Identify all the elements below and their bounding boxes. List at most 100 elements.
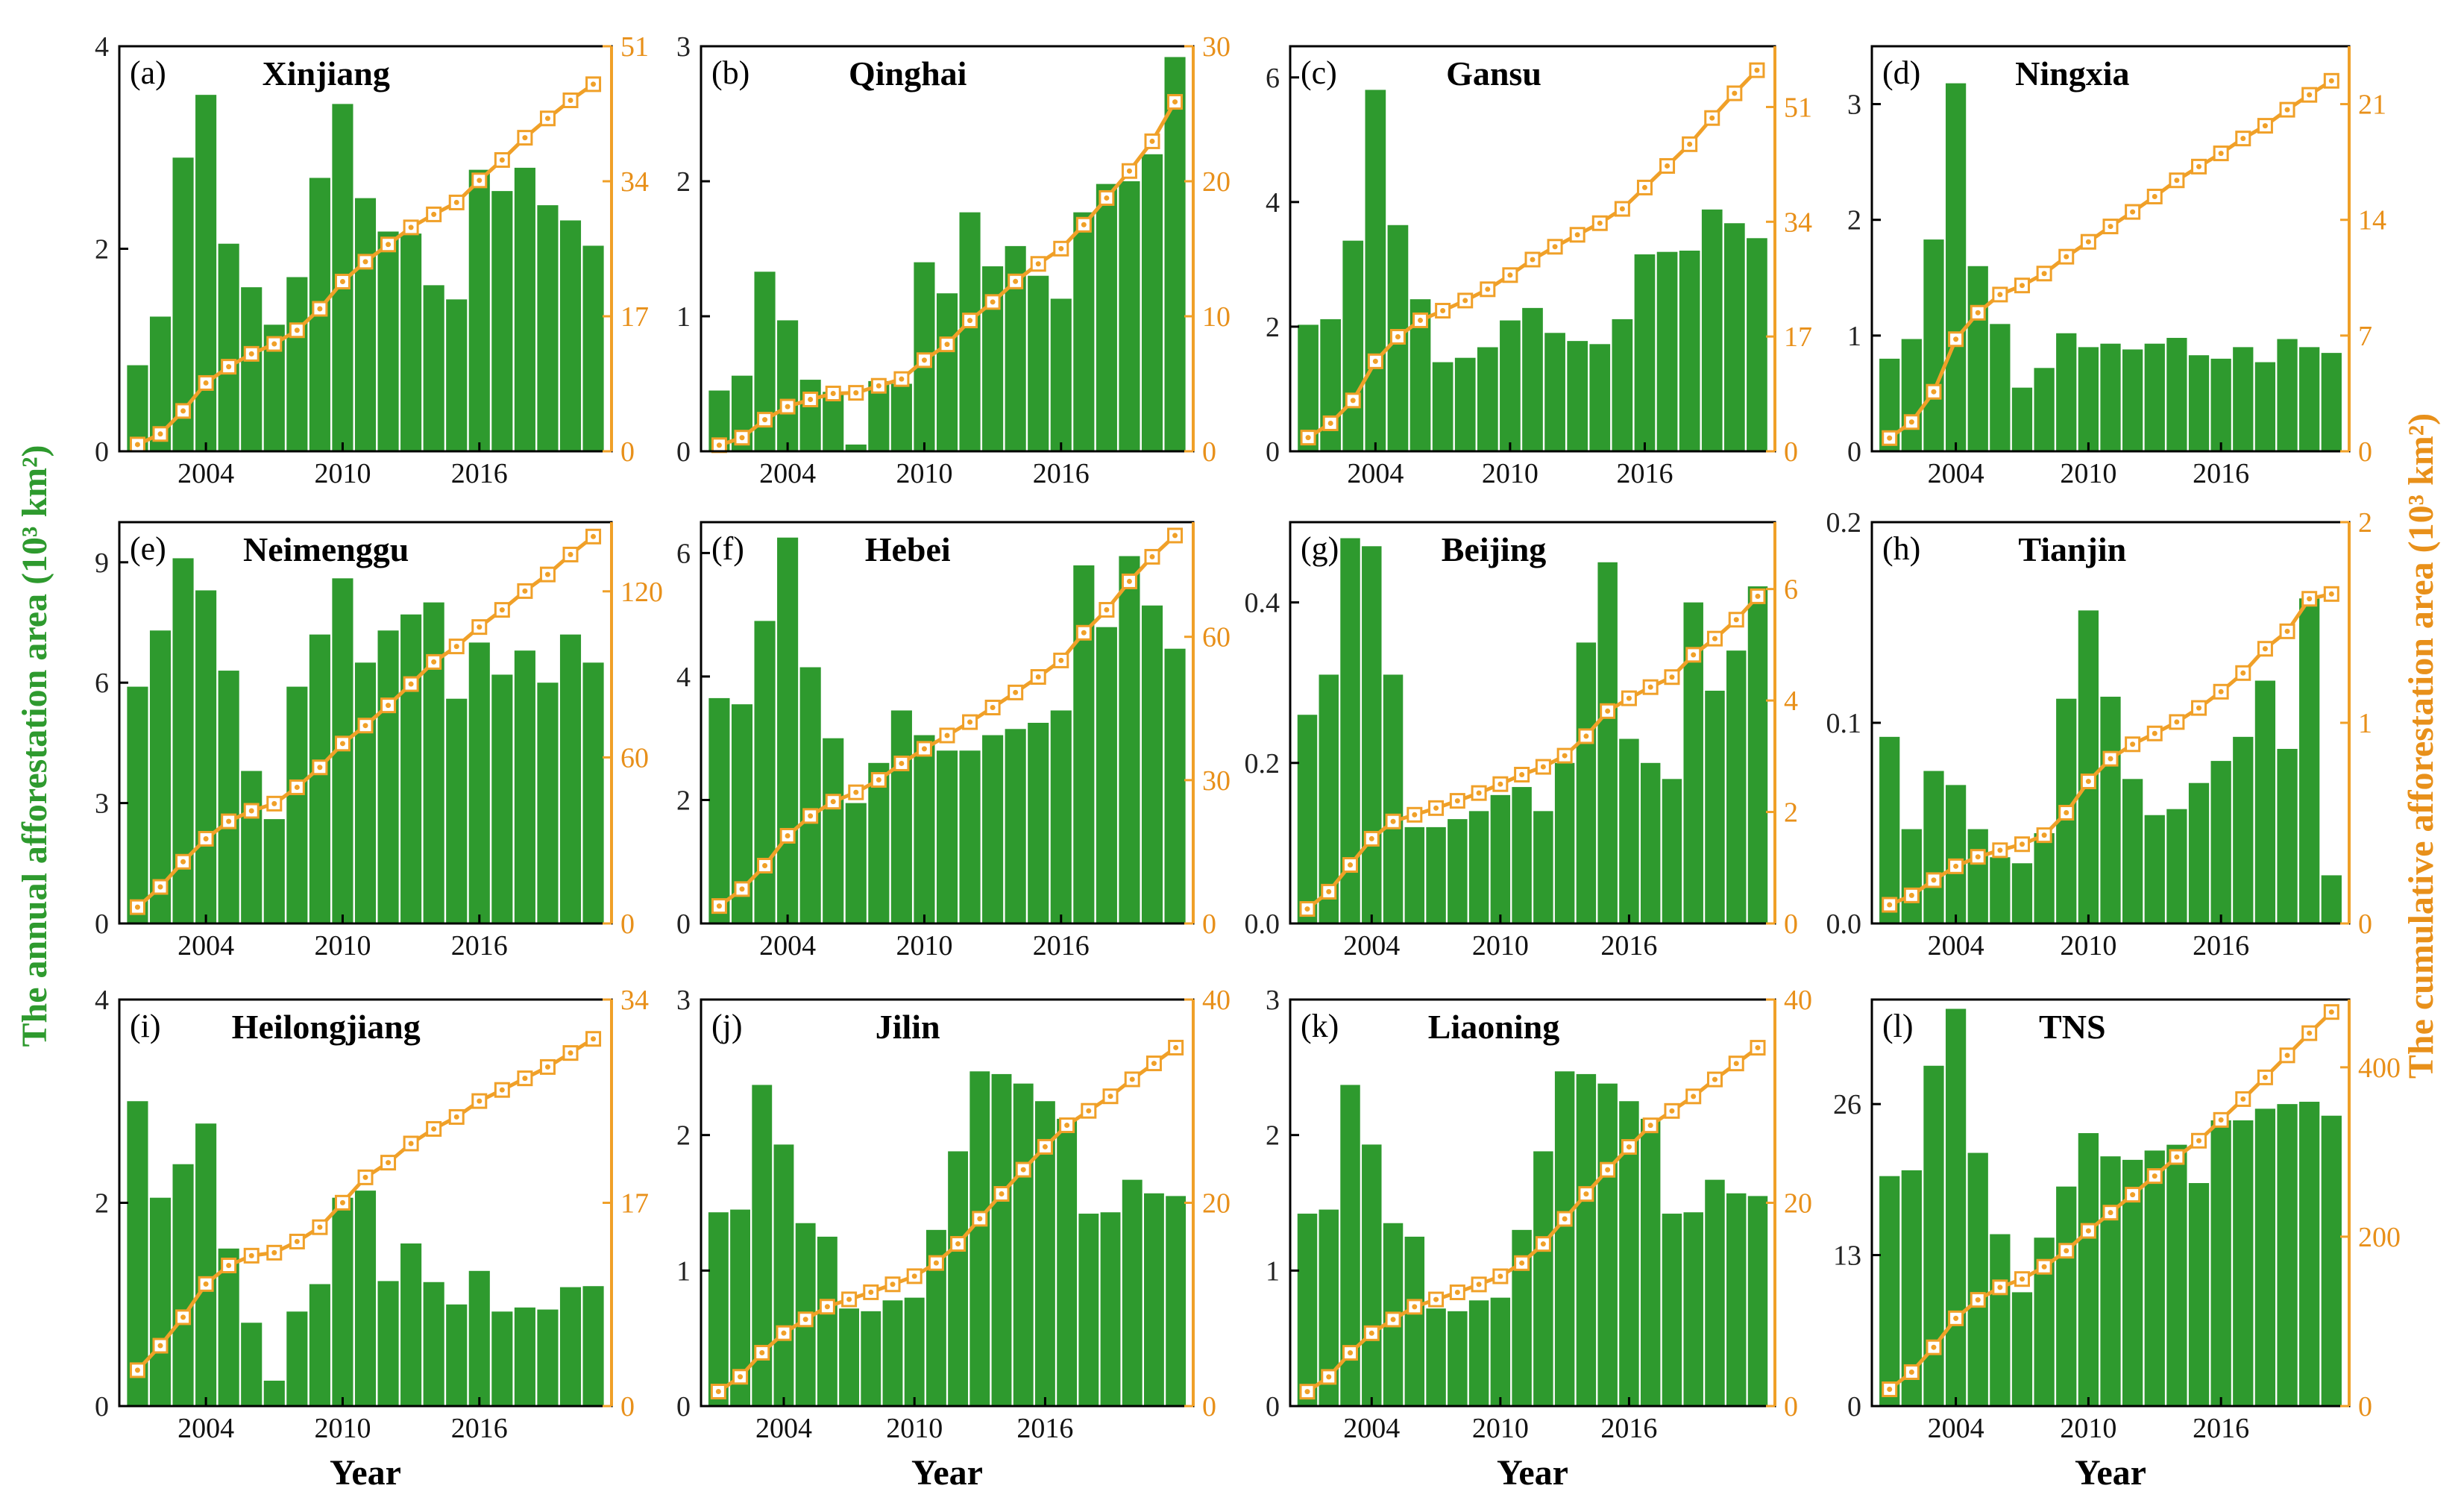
x-tick-label: 2016 bbox=[1616, 458, 1673, 489]
annual-bar bbox=[1073, 565, 1095, 923]
left-tick-label: 2 bbox=[1847, 205, 1861, 236]
annual-bar bbox=[2144, 343, 2165, 451]
x-tick-label: 2016 bbox=[451, 930, 508, 962]
annual-bar bbox=[2277, 1104, 2298, 1406]
right-tick-label: 60 bbox=[620, 742, 649, 774]
x-tick-label: 2010 bbox=[1472, 930, 1529, 962]
left-tick-label: 9 bbox=[95, 548, 109, 579]
x-tick-label: 2010 bbox=[896, 458, 952, 489]
cumulative-marker-center bbox=[2019, 1276, 2025, 1282]
cumulative-marker-center bbox=[1931, 389, 1937, 395]
cumulative-marker-center bbox=[990, 299, 996, 305]
cumulative-marker-center bbox=[1172, 533, 1178, 539]
cumulative-marker-center bbox=[1086, 1108, 1092, 1114]
cumulative-marker-center bbox=[824, 1304, 830, 1310]
cumulative-marker-center bbox=[453, 644, 459, 650]
annual-bar bbox=[1342, 240, 1364, 451]
cumulative-marker-center bbox=[921, 357, 927, 363]
cumulative-marker-center bbox=[1755, 1045, 1761, 1051]
cumulative-marker-center bbox=[1931, 877, 1937, 883]
annual-bar bbox=[2100, 697, 2121, 923]
cumulative-marker-center bbox=[2041, 1264, 2047, 1270]
annual-bar bbox=[2188, 1183, 2210, 1406]
cumulative-marker-center bbox=[248, 1252, 254, 1258]
annual-bar bbox=[1656, 251, 1678, 451]
annual-bar bbox=[1096, 627, 1117, 923]
cumulative-marker-center bbox=[853, 390, 859, 396]
annual-bar bbox=[708, 1212, 729, 1406]
cumulative-marker-center bbox=[157, 1343, 163, 1349]
cumulative-marker-center bbox=[453, 199, 459, 205]
annual-bar bbox=[1705, 1179, 1725, 1406]
annual-bar bbox=[1683, 1212, 1703, 1406]
right-tick-label: 120 bbox=[620, 577, 663, 608]
annual-bar bbox=[1141, 154, 1163, 452]
annual-bar bbox=[1490, 1297, 1511, 1406]
cumulative-line bbox=[1306, 595, 1759, 911]
cumulative-marker-center bbox=[1173, 1044, 1179, 1050]
cumulative-marker-center bbox=[1058, 657, 1064, 663]
cumulative-marker-center bbox=[499, 157, 505, 163]
annual-bar bbox=[882, 1300, 903, 1406]
right-tick-label: 17 bbox=[1784, 321, 1812, 353]
cumulative-marker-center bbox=[134, 442, 140, 448]
cumulative-marker-center bbox=[1395, 334, 1401, 340]
x-tick-label: 2004 bbox=[759, 458, 816, 489]
cumulative-marker-center bbox=[2108, 756, 2113, 762]
cumulative-marker-center bbox=[1953, 336, 1959, 342]
annual-bar bbox=[354, 1191, 377, 1406]
annual-bar bbox=[2078, 610, 2099, 923]
left-tick-label: 2 bbox=[676, 166, 691, 198]
annual-bar bbox=[1320, 319, 1342, 451]
panel-title: Ningxia bbox=[2015, 54, 2129, 92]
cumulative-marker-center bbox=[785, 404, 791, 410]
cumulative-marker-center bbox=[1641, 184, 1647, 190]
cumulative-marker-center bbox=[180, 408, 186, 414]
annual-bar bbox=[868, 762, 890, 923]
cumulative-marker-center bbox=[1583, 733, 1589, 739]
left-tick-label: 6 bbox=[1266, 63, 1280, 94]
annual-bar bbox=[241, 771, 263, 923]
cumulative-marker-center bbox=[2328, 78, 2334, 84]
panel-xinjiang: 0 2 4 0 17 34 51 2004 2010 2016 (a) Xinjiang bbox=[95, 31, 649, 489]
x-tick-label: 2016 bbox=[1033, 930, 1090, 962]
cumulative-marker-center bbox=[1887, 1387, 1893, 1393]
cumulative-marker-center bbox=[1519, 1260, 1525, 1266]
annual-bar bbox=[1477, 347, 1498, 451]
panel-title: Qinghai bbox=[849, 54, 967, 92]
cumulative-marker-center bbox=[1433, 805, 1439, 811]
cumulative-marker-center bbox=[808, 813, 814, 819]
annual-bar bbox=[1426, 1308, 1446, 1406]
panel-letter: (h) bbox=[1882, 530, 1920, 567]
annual-bar bbox=[1701, 209, 1723, 451]
cumulative-marker-center bbox=[2085, 779, 2091, 785]
cumulative-marker-center bbox=[2152, 1173, 2157, 1179]
cumulative-marker-center bbox=[180, 1314, 186, 1320]
annual-bar bbox=[817, 1236, 837, 1406]
left-tick-label: 0.1 bbox=[1826, 708, 1862, 739]
right-tick-label: 1 bbox=[2358, 708, 2372, 739]
annual-bar bbox=[423, 285, 444, 451]
cumulative-marker-center bbox=[2240, 670, 2246, 676]
annual-bar bbox=[2233, 347, 2254, 451]
left-tick-label: 0 bbox=[95, 436, 109, 468]
cumulative-marker-center bbox=[876, 383, 881, 389]
cumulative-marker-center bbox=[1709, 115, 1715, 121]
annual-bar bbox=[1554, 1071, 1575, 1406]
annual-bar bbox=[423, 1282, 444, 1406]
annual-bar bbox=[1533, 1151, 1553, 1406]
annual-bar bbox=[1144, 1193, 1164, 1406]
annual-bar bbox=[1468, 1300, 1489, 1406]
annual-bar bbox=[1990, 857, 2011, 923]
annual-bar bbox=[1164, 57, 1186, 452]
cumulative-marker-center bbox=[591, 533, 597, 539]
annual-bar bbox=[446, 1304, 468, 1406]
cumulative-marker-center bbox=[1626, 1144, 1632, 1150]
left-tick-label: 0.0 bbox=[1826, 909, 1862, 940]
panel-title: Neimenggu bbox=[243, 530, 409, 568]
left-tick-label: 0.2 bbox=[1826, 507, 1862, 539]
cumulative-marker-center bbox=[1953, 863, 1959, 869]
cumulative-marker-center bbox=[967, 318, 973, 324]
cumulative-marker-center bbox=[317, 306, 323, 312]
